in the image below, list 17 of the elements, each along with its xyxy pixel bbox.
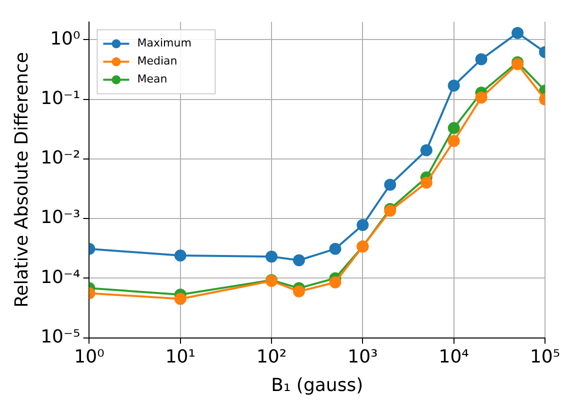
legend-label: Median xyxy=(137,54,178,68)
x-tick-label: 10⁵ xyxy=(530,346,560,368)
x-tick-label: 10⁴ xyxy=(438,346,469,368)
x-tick-label: 10³ xyxy=(348,346,378,368)
x-tick-label: 10² xyxy=(256,346,287,368)
y-tick-label: 10⁰ xyxy=(50,28,80,50)
x-axis-title: B₁ (gauss) xyxy=(271,374,364,396)
y-tick-label: 10⁻⁴ xyxy=(40,266,80,288)
y-tick-label: 10⁻² xyxy=(40,148,80,169)
y-axis-title: Relative Absolute Difference xyxy=(11,52,32,308)
y-tick-label: 10⁻³ xyxy=(40,207,80,228)
legend-label: Mean xyxy=(137,72,168,86)
x-tick-label: 10¹ xyxy=(165,346,196,368)
legend-label: Maximum xyxy=(137,36,192,50)
y-tick-label: 10⁻¹ xyxy=(40,88,80,110)
x-tick-label: 10⁰ xyxy=(74,346,104,368)
y-tick-label: 10⁻⁵ xyxy=(40,326,80,348)
